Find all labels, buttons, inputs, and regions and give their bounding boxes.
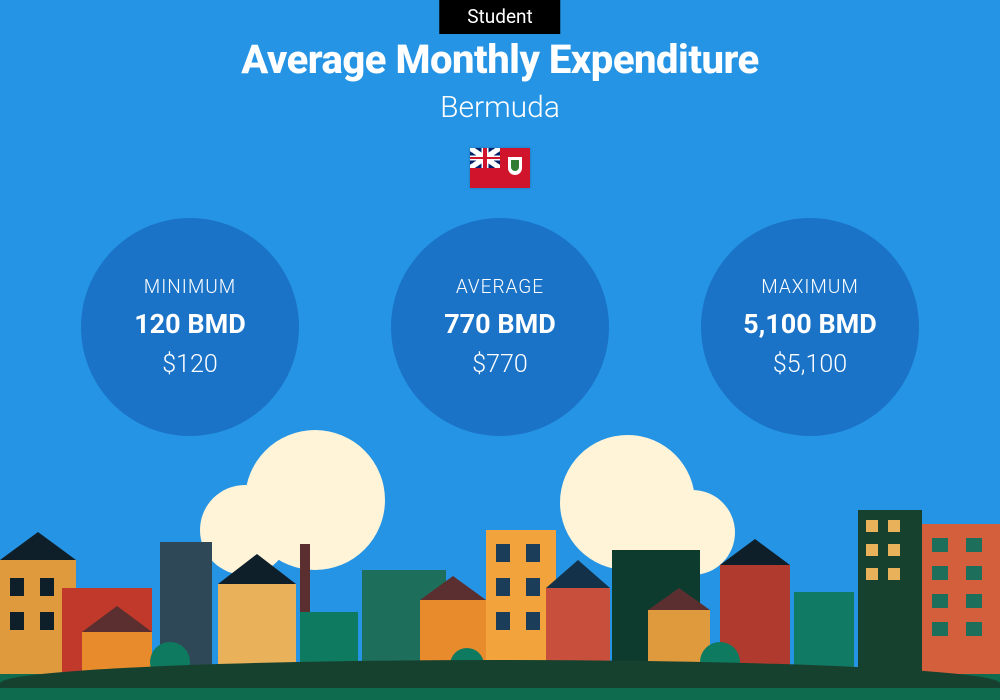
stat-sub: $770 (472, 350, 527, 379)
stat-circle-minimum: MINIMUM 120 BMD $120 (81, 218, 299, 436)
stat-label: MAXIMUM (761, 275, 859, 298)
bermuda-flag-icon (470, 148, 530, 188)
country-subtitle: Bermuda (0, 90, 1000, 125)
stat-sub: $5,100 (773, 350, 847, 379)
cityscape-illustration (0, 465, 1000, 700)
stat-main: 770 BMD (444, 308, 556, 340)
stat-sub: $120 (162, 350, 217, 379)
country-flag (470, 148, 530, 188)
category-badge-label: Student (467, 5, 532, 28)
stat-circle-maximum: MAXIMUM 5,100 BMD $5,100 (701, 218, 919, 436)
stat-main: 120 BMD (134, 308, 246, 340)
page-title: Average Monthly Expenditure (0, 36, 1000, 83)
stat-main: 5,100 BMD (743, 308, 877, 340)
stat-label: MINIMUM (144, 275, 236, 298)
stat-circle-average: AVERAGE 770 BMD $770 (391, 218, 609, 436)
category-badge: Student (439, 0, 560, 34)
stats-row: MINIMUM 120 BMD $120 AVERAGE 770 BMD $77… (0, 218, 1000, 436)
stat-label: AVERAGE (456, 275, 544, 298)
